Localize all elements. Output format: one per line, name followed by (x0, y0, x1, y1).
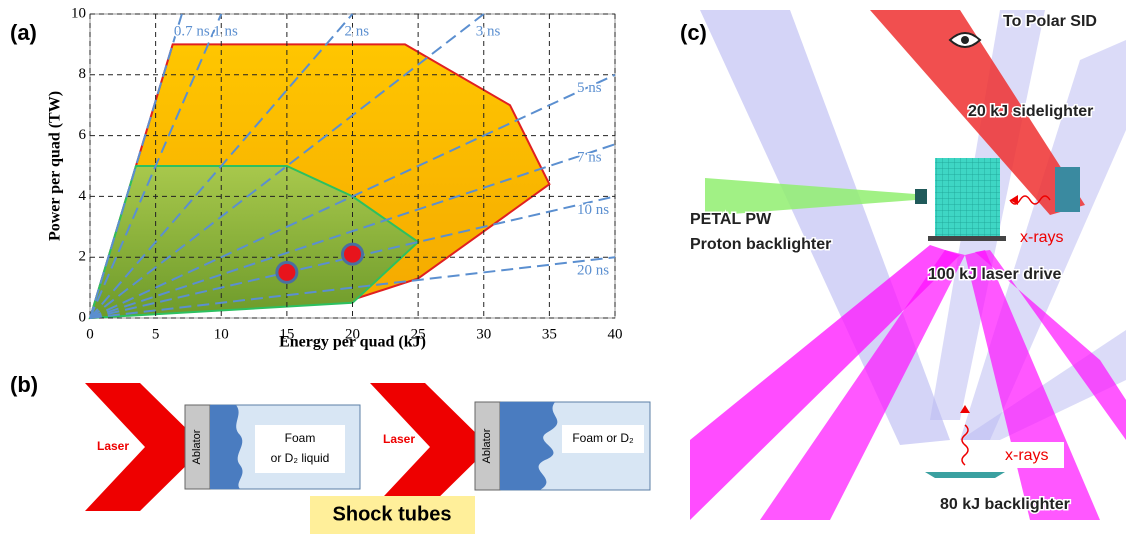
sidelighter-beam (870, 10, 1085, 215)
y-tick-label: 10 (71, 5, 86, 21)
x-tick-label: 20 (345, 326, 360, 342)
target-cube (935, 158, 1000, 238)
shocked-region (500, 402, 558, 490)
x-tick-label: 15 (279, 326, 294, 342)
pulse-label: 0.7 ns (174, 23, 210, 39)
y-tick-label: 4 (79, 188, 87, 204)
pulse-line (89, 13, 354, 319)
y-tick-label: 6 (79, 127, 87, 143)
pulse-line (89, 13, 223, 319)
drive-beam (760, 250, 965, 520)
pulse-line (89, 73, 616, 319)
x-tick-label: 25 (411, 326, 426, 342)
x-tick-label: 40 (608, 326, 623, 342)
laser-chevron (85, 383, 205, 511)
petal-label: Proton backlighter (690, 236, 831, 253)
x-tick-label: 5 (152, 326, 160, 342)
panel-b: (b) Laser Ablator Foam or D₂ liquid Lase… (10, 372, 651, 534)
x-tick-label: 0 (86, 326, 94, 342)
pulse-line (89, 256, 616, 319)
pulse-label: 2 ns (345, 23, 370, 39)
backlighter-label: 80 kJ backlighter (940, 496, 1070, 513)
panel-c: (c) To Polar SID 20 kJ sidelighter PETAL… (680, 10, 1126, 520)
laser-label: Laser (383, 432, 415, 446)
y-tick-label: 0 (79, 309, 87, 325)
label-box (255, 425, 345, 473)
panel-label: (c) (680, 20, 707, 45)
pulse-line (89, 13, 485, 319)
xrays-label: x-rays (1005, 447, 1049, 464)
pulse-label: 10 ns (577, 202, 609, 218)
y-tick-label: 8 (79, 66, 87, 82)
data-point (341, 242, 364, 266)
caption: Shock tubes (333, 503, 452, 525)
pulse-label: 5 ns (577, 80, 602, 96)
sidelighter-label: 20 kJ sidelighter (968, 103, 1093, 120)
ablator (474, 401, 501, 491)
y-axis-label: Power per quad (TW) (47, 91, 64, 241)
pulse-line (89, 143, 616, 319)
pulse-label: 7 ns (577, 150, 602, 166)
backlighter-foil (925, 472, 1005, 478)
pulse-label: 3 ns (476, 23, 501, 39)
fill-label: or D₂ liquid (271, 451, 330, 465)
ablator (184, 404, 211, 490)
x-tick-label: 10 (214, 326, 229, 342)
panel-label: (a) (10, 20, 37, 45)
label-box (998, 442, 1064, 468)
target-plate (928, 236, 1006, 241)
panel-a: (a) 0.7 ns 1 ns 2 ns 3 ns 5 ns 7 ns 10 ns 20 ns… (10, 5, 623, 350)
panel-label: (b) (10, 372, 38, 397)
xrays-label: x-rays (1020, 229, 1064, 246)
y-tick-label: 2 (79, 249, 87, 265)
ablator-label: Ablator (191, 429, 203, 464)
x-tick-label: 30 (476, 326, 491, 342)
pulse-label: 20 ns (577, 263, 609, 279)
label-box (562, 425, 644, 453)
petal-target (915, 189, 927, 204)
shocked-region (210, 405, 243, 489)
caption-box (310, 496, 475, 534)
view-label: To Polar SID (1003, 13, 1097, 30)
pulse-label: 1 ns (213, 23, 238, 39)
petal-label: PETAL PW (690, 211, 772, 228)
laser-label: Laser (97, 439, 129, 453)
data-point (275, 260, 299, 284)
arrowhead (960, 405, 970, 413)
ablator-label: Ablator (481, 428, 493, 463)
xray-arrow (961, 424, 969, 466)
fill-label: Foam (285, 431, 316, 445)
x-tick-label: 35 (542, 326, 557, 342)
arrowhead (1010, 195, 1018, 205)
sidelighter-foil (1055, 167, 1080, 212)
x-axis-label: Energy per quad (kJ) (279, 334, 426, 351)
drive-beam (690, 245, 960, 520)
drive-label: 100 kJ laser drive (928, 266, 1062, 283)
petal-beam (705, 178, 915, 216)
fill-label: Foam or D₂ (572, 431, 634, 445)
drive-beam (965, 250, 1100, 520)
laser-chevron (370, 383, 490, 511)
eye-pupil (961, 36, 969, 44)
